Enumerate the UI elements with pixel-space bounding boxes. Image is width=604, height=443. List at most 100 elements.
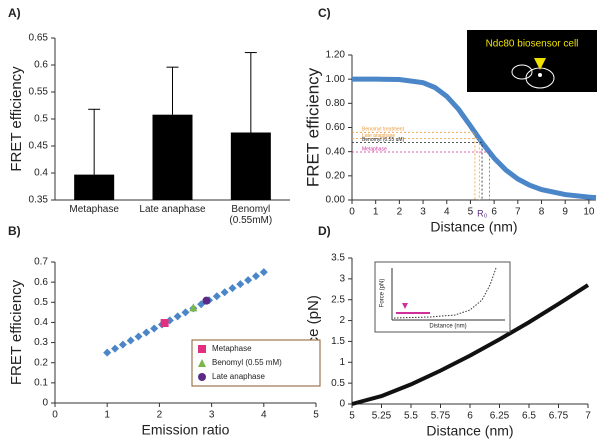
x-axis-label: Distance (nm) bbox=[430, 219, 517, 235]
y-axis-label: FRET efficiency bbox=[8, 279, 25, 385]
x-tick-label: 2 bbox=[397, 207, 403, 218]
y-tick-label: 1.5 bbox=[331, 336, 345, 347]
panel-label: D) bbox=[318, 224, 331, 238]
x-tick-label: 4 bbox=[444, 207, 450, 218]
y-tick-label: 0.3 bbox=[34, 337, 48, 348]
panel: C) 0.00 0.20 0.40 0.60 0.80 1.00 1.20 0 1 2 3 4 5 6 7 8 9… bbox=[303, 6, 597, 235]
point bbox=[126, 336, 135, 345]
panel-label: A) bbox=[8, 6, 21, 20]
y-tick-label: 0.45 bbox=[29, 141, 49, 152]
point bbox=[103, 348, 112, 357]
x-tick-label: 10 bbox=[583, 207, 595, 218]
legend-label: Benomyl (0.55 mM) bbox=[212, 358, 282, 367]
legend-label: Metaphase bbox=[212, 344, 252, 353]
y-tick-label: 0 bbox=[339, 399, 345, 410]
inset-title: Ndc80 biosensor cell bbox=[486, 39, 579, 50]
x-tick-label: 0 bbox=[52, 410, 58, 421]
reference-line bbox=[352, 131, 476, 200]
x-tick-label: 5 bbox=[468, 207, 474, 218]
x-tick-label: 6.25 bbox=[490, 411, 510, 422]
y-tick-label: 1.00 bbox=[326, 74, 346, 85]
point bbox=[150, 324, 159, 333]
bar bbox=[230, 132, 271, 200]
y-tick-label: 0.5 bbox=[331, 378, 345, 389]
x-tick-label: 6.5 bbox=[522, 411, 536, 422]
spot bbox=[538, 73, 542, 77]
legend-marker bbox=[198, 373, 206, 381]
point bbox=[220, 288, 229, 297]
y-tick-label: 0.65 bbox=[29, 33, 49, 44]
x-tick-label: 7 bbox=[515, 207, 521, 218]
legend-marker bbox=[198, 345, 206, 353]
x-tick-label: 2 bbox=[157, 410, 163, 421]
panel-label: C) bbox=[318, 6, 331, 20]
x-axis-label: Distance (nm) bbox=[426, 423, 513, 439]
x-tick-label: Metaphase bbox=[69, 204, 119, 215]
reference-label: Benomyl treatment bbox=[362, 127, 405, 133]
point bbox=[142, 328, 151, 337]
x-tick-label: Late anaphase bbox=[139, 204, 206, 215]
y-tick-label: 2.5 bbox=[331, 294, 345, 305]
x-tick-label: 9 bbox=[562, 207, 568, 218]
panel-label: B) bbox=[8, 224, 21, 238]
panel: A) 0.35 0.4 0.45 0.5 0.55 0.6 0.65 FRET efficien… bbox=[8, 6, 290, 226]
point bbox=[173, 312, 182, 321]
point bbox=[228, 284, 237, 293]
y-tick-label: 0.5 bbox=[34, 114, 48, 125]
panel: D) 0 0.5 1 1.5 2 2.5 3 3.5 5 5.25 5.5 5.75 6 6.25 6.5 6.… bbox=[305, 224, 591, 439]
x-tick-label: 4 bbox=[261, 410, 267, 421]
inset-box bbox=[374, 261, 511, 333]
y-tick-label: 0.4 bbox=[34, 317, 48, 328]
x-tick-label: 0 bbox=[349, 207, 355, 218]
x-axis-label: Emission ratio bbox=[142, 422, 230, 438]
cell bbox=[511, 64, 533, 80]
inset-y-label: Force (pN) bbox=[380, 279, 386, 308]
marker bbox=[189, 303, 198, 312]
point bbox=[259, 268, 268, 277]
y-tick-label: 0.60 bbox=[326, 122, 346, 133]
x-tick-label: 5.75 bbox=[431, 411, 451, 422]
x-tick-label: 1 bbox=[373, 207, 379, 218]
inset-arrow bbox=[402, 303, 408, 309]
y-tick-label: 3.5 bbox=[331, 253, 345, 264]
marker bbox=[160, 319, 169, 328]
y-axis-label: FRET efficiency bbox=[303, 67, 322, 187]
point bbox=[251, 272, 260, 281]
point bbox=[118, 340, 127, 349]
r0-label: R₀ bbox=[477, 208, 487, 218]
y-tick-label: 0.6 bbox=[34, 60, 48, 71]
y-tick-label: 0.80 bbox=[326, 98, 346, 109]
legend-label: Late anaphase bbox=[212, 372, 265, 381]
inset-curve bbox=[393, 267, 497, 319]
x-tick-label: 1 bbox=[104, 410, 110, 421]
y-axis-label: FRET efficiency bbox=[8, 66, 25, 172]
y-tick-label: 0.20 bbox=[326, 170, 346, 181]
x-tick-label: 7 bbox=[585, 411, 591, 422]
category-label: Benomyl (0.55mM) bbox=[229, 204, 273, 226]
reference-line bbox=[352, 138, 480, 200]
x-tick-label: 3 bbox=[209, 410, 215, 421]
x-tick-label: 5 bbox=[313, 410, 319, 421]
marker bbox=[202, 296, 211, 305]
y-tick-label: 0.7 bbox=[34, 257, 48, 268]
x-tick-label: Benomyl (0.55mM) bbox=[229, 204, 273, 226]
y-tick-label: 0.35 bbox=[29, 195, 49, 206]
x-tick-label: 6.75 bbox=[549, 411, 569, 422]
legend-marker bbox=[198, 359, 206, 367]
point bbox=[181, 308, 190, 317]
x-tick-label: 6 bbox=[491, 207, 497, 218]
y-tick-label: 3 bbox=[339, 273, 345, 284]
bar bbox=[152, 114, 193, 200]
inset-c: Ndc80 biosensor cell bbox=[467, 30, 597, 92]
x-tick-label: 5.25 bbox=[372, 411, 392, 422]
point bbox=[244, 276, 253, 285]
y-tick-label: 0 bbox=[42, 398, 48, 409]
line bbox=[352, 76, 597, 201]
reference-line bbox=[352, 142, 483, 200]
legend-box bbox=[191, 339, 321, 387]
y-tick-label: 1.20 bbox=[326, 50, 346, 61]
y-tick-label: 0.55 bbox=[29, 87, 49, 98]
y-tick-label: 1 bbox=[339, 357, 345, 368]
category-label: Late anaphase bbox=[139, 204, 206, 215]
